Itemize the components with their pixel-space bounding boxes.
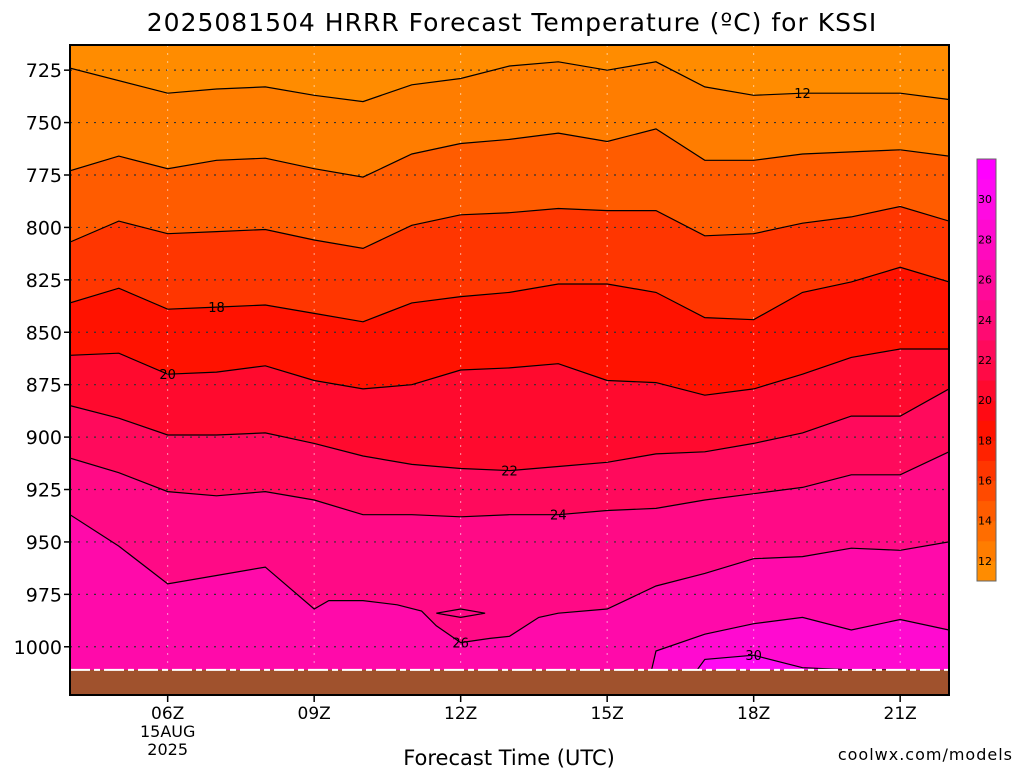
credit-link[interactable]: coolwx.com/models [838, 745, 1013, 764]
contour-label: 24 [550, 509, 567, 524]
plot-frame [69, 44, 950, 696]
y-tick-label: 800 [26, 217, 62, 239]
colorbar-frame [976, 158, 997, 582]
colorbar-label: 16 [978, 475, 992, 488]
colorbar-label: 22 [978, 354, 992, 367]
contour-12 [70, 61, 949, 103]
colorbar-label: 28 [978, 233, 992, 246]
x-tick-label: 18Z [737, 704, 770, 724]
contour-28 [645, 616, 949, 694]
y-axis: 725 750 775 800 825 850 875 900 925 950 975 1000 [14, 60, 70, 659]
y-tick-label: 850 [26, 322, 62, 344]
y-tick-label: 725 [26, 60, 62, 82]
colorbar-label: 20 [978, 394, 992, 407]
x-axis-title: Forecast Time (UTC) [403, 746, 615, 768]
contour-label: 22 [501, 465, 518, 480]
colorbar-label: 26 [978, 274, 992, 287]
x-tick-label: 21Z [884, 704, 917, 724]
x-tick-label: 09Z [298, 704, 331, 724]
contour-label: 20 [159, 368, 176, 383]
colorbar-label: 30 [978, 193, 992, 206]
colorbar-swatch [977, 440, 996, 461]
colorbar-label: 18 [978, 434, 992, 447]
y-tick-label: 925 [26, 480, 62, 502]
y-tick-label: 875 [26, 375, 62, 397]
ground-surface [70, 669, 949, 695]
colorbar-swatch [977, 380, 996, 401]
colorbar-swatch [977, 560, 996, 582]
colorbar: 12 14 16 18 20 22 24 26 28 30 [976, 158, 997, 582]
contour-14 [70, 128, 949, 178]
y-tick-label: 900 [26, 427, 62, 449]
colorbar-swatch [977, 279, 996, 301]
ground-layer [70, 668, 949, 695]
colorbar-swatch [977, 359, 996, 381]
contour-18 [70, 266, 949, 323]
colorbar-label: 24 [978, 314, 992, 327]
colorbar-swatch [977, 400, 996, 421]
colorbar-swatch [977, 540, 996, 562]
y-tick-label: 950 [26, 532, 62, 554]
y-tick-label: 775 [26, 165, 62, 187]
contour-label: 26 [452, 637, 469, 652]
chart-title: 2025081504 HRRR Forecast Temperature (ºC… [147, 8, 877, 37]
colorbar-swatch [977, 259, 996, 281]
x-tick-label: 12Z [444, 704, 477, 724]
colorbar-swatch [977, 239, 996, 260]
contour-24 [70, 451, 949, 518]
colorbar-swatch [977, 299, 996, 321]
contour-lines [70, 61, 949, 694]
colorbar-label: 12 [978, 555, 992, 568]
x-tick-label: 06Z [151, 704, 184, 724]
colorbar-swatch [977, 500, 996, 522]
x-tick-sublabel: 2025 [147, 740, 188, 759]
colorbar-label: 14 [978, 515, 992, 528]
y-tick-label: 825 [26, 270, 62, 292]
colorbar-swatch [977, 319, 996, 341]
y-tick-label: 1000 [14, 637, 62, 659]
contour-label: 12 [794, 87, 811, 102]
contour-label: 18 [208, 301, 225, 316]
colorbar-swatch [977, 520, 996, 542]
colorbar-swatch [977, 480, 996, 502]
y-tick-label: 975 [26, 584, 62, 606]
y-tick-label: 750 [26, 113, 62, 135]
contour-labels: 12 18 20 22 24 26 30 [159, 87, 811, 664]
colorbar-swatch [977, 460, 996, 482]
contour-16 [70, 205, 949, 250]
temperature-fills [70, 45, 949, 695]
contour-26 [436, 608, 486, 619]
contour-26 [70, 514, 949, 644]
colorbar-swatch [977, 339, 996, 361]
x-tick-sublabel: 15AUG [140, 722, 195, 741]
contour-label: 30 [745, 649, 762, 664]
colorbar-swatch [977, 159, 996, 180]
colorbar-swatch [977, 199, 996, 220]
x-tick-label: 15Z [591, 704, 624, 724]
colorbar-swatch [977, 179, 996, 200]
contour-22 [70, 388, 949, 472]
colorbar-swatch [977, 219, 996, 240]
colorbar-swatch [977, 420, 996, 441]
contour-20 [70, 348, 949, 396]
